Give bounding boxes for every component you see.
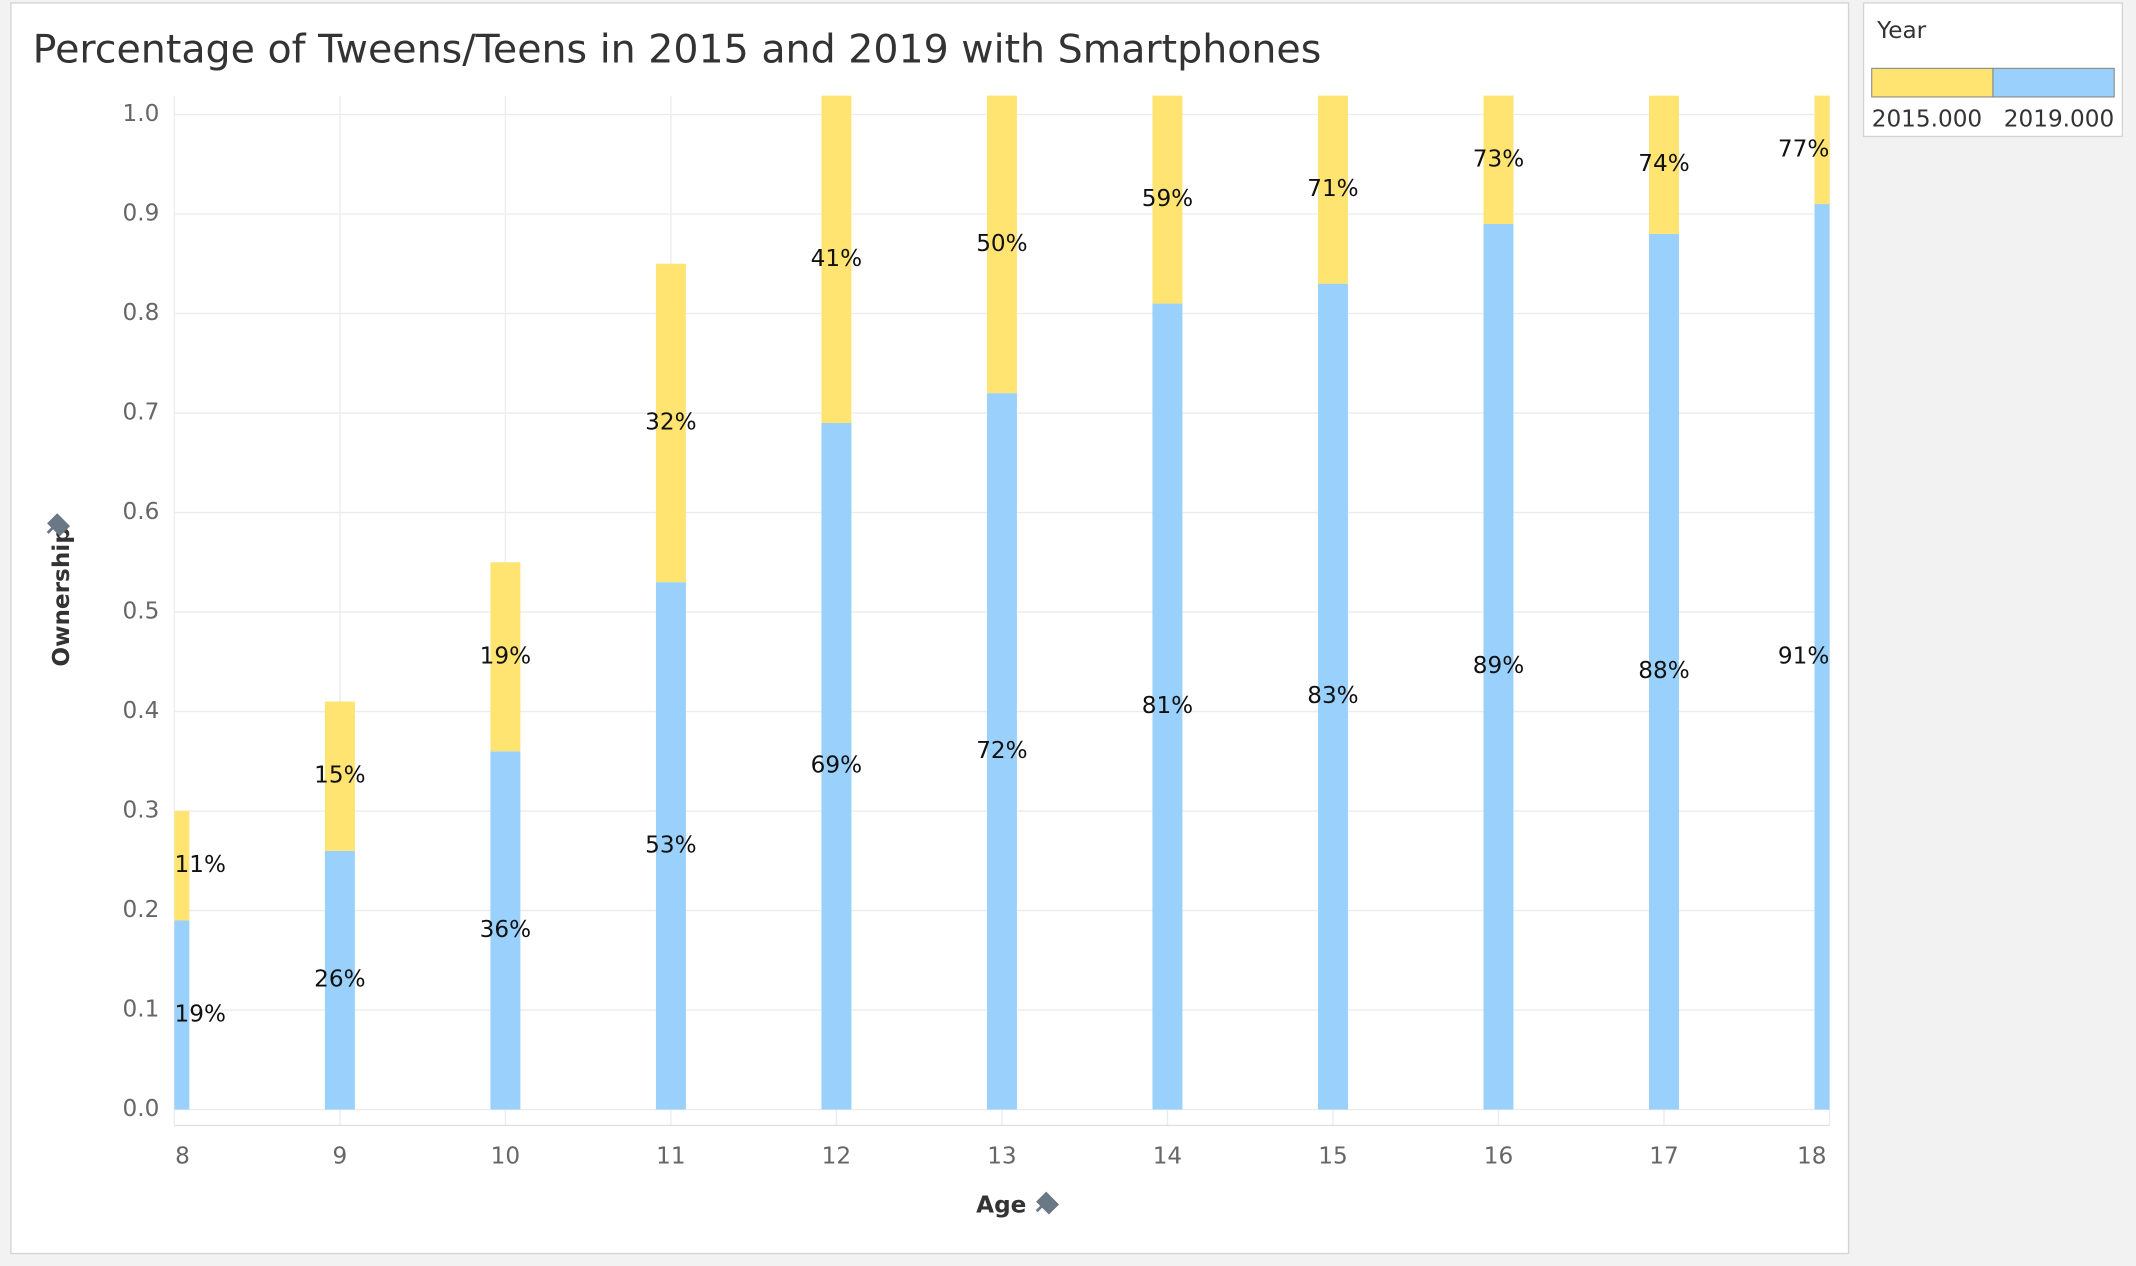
x-tick-label: 9	[333, 1143, 348, 1169]
x-tick-label: 15	[1318, 1143, 1347, 1169]
legend-title: Year	[1876, 18, 1926, 44]
legend-label: 2015.000	[1872, 107, 1982, 133]
bar-segment	[324, 701, 355, 851]
bar-segment	[174, 811, 190, 921]
value-label: 73%	[1473, 146, 1524, 172]
value-label: 72%	[976, 738, 1027, 764]
bar-segment	[490, 751, 521, 1110]
y-tick-label: 0.2	[123, 897, 160, 923]
x-tick-label: 18	[1797, 1143, 1826, 1169]
bar-segment	[1483, 95, 1514, 224]
bar-segment	[821, 422, 852, 1110]
bar-segment	[1317, 283, 1348, 1110]
chart-panel	[10, 2, 1850, 1255]
value-label: 36%	[480, 917, 531, 943]
y-tick-label: 0.6	[123, 499, 160, 525]
y-tick-label: 0.0	[123, 1096, 160, 1122]
value-label: 19%	[480, 643, 531, 669]
value-label: 41%	[811, 246, 862, 272]
legend-swatch	[1871, 67, 1994, 98]
value-label: 91%	[1778, 643, 1829, 669]
bars	[174, 95, 1830, 1110]
value-label: 11%	[175, 852, 226, 878]
x-tick-label: 11	[656, 1143, 685, 1169]
bar-segment	[821, 95, 852, 423]
bar-segment	[655, 263, 686, 583]
bar-segment	[1152, 95, 1183, 304]
legend-label: 2019.000	[2004, 107, 2114, 133]
x-tick-label: 13	[987, 1143, 1016, 1169]
x-tick-label: 8	[175, 1143, 190, 1169]
value-label: 74%	[1638, 151, 1689, 177]
value-label: 15%	[314, 763, 365, 789]
x-tick-label: 16	[1484, 1143, 1513, 1169]
bar-segment	[1648, 233, 1679, 1110]
value-label: 83%	[1307, 683, 1358, 709]
x-tick-label: 17	[1649, 1143, 1678, 1169]
value-label: 71%	[1307, 176, 1358, 202]
x-axis-title: Age	[976, 1192, 1026, 1218]
y-tick-label: 0.5	[123, 599, 160, 625]
bar-segment	[1483, 223, 1514, 1110]
legend-swatch	[1992, 67, 2115, 98]
x-tick-label: 14	[1153, 1143, 1182, 1169]
value-label: 69%	[811, 753, 862, 779]
value-label: 26%	[314, 967, 365, 993]
y-tick-label: 1.0	[123, 101, 160, 127]
bar-segment	[986, 393, 1017, 1110]
value-label: 89%	[1473, 653, 1524, 679]
value-label: 81%	[1142, 693, 1193, 719]
bar-segment	[490, 562, 521, 752]
y-tick-label: 0.1	[123, 997, 160, 1023]
value-label: 59%	[1142, 186, 1193, 212]
pin-icons	[46, 513, 1060, 1215]
bar-segment	[1648, 95, 1679, 234]
chart-title: Percentage of Tweens/Teens in 2015 and 2…	[33, 27, 1322, 73]
x-tick-label: 10	[491, 1143, 520, 1169]
value-label: 77%	[1778, 136, 1829, 162]
bar-segment	[324, 850, 355, 1110]
bar-segment	[1317, 95, 1348, 284]
y-tick-label: 0.4	[123, 698, 160, 724]
bar-segment	[655, 582, 686, 1110]
value-label: 19%	[175, 1002, 226, 1028]
bar-segment	[174, 920, 190, 1110]
bar-segment	[986, 95, 1017, 394]
y-tick-label: 0.8	[123, 300, 160, 326]
value-label: 50%	[976, 231, 1027, 257]
y-axis-title: Ownership	[49, 527, 75, 666]
x-tick-label: 12	[822, 1143, 851, 1169]
bar-segment	[1814, 95, 1830, 205]
y-tick-label: 0.3	[123, 798, 160, 824]
bar-segment	[1152, 303, 1183, 1110]
y-tick-label: 0.7	[123, 400, 160, 426]
value-label: 32%	[645, 409, 696, 435]
y-tick-label: 0.9	[123, 201, 160, 227]
bar-segment	[1814, 204, 1830, 1110]
labels: 19% 11% 26% 15% 36% 19% 53% 32% 69% 41% 72% 50% 81% 5…	[175, 136, 1830, 1027]
value-label: 53%	[645, 832, 696, 858]
value-label: 88%	[1638, 658, 1689, 684]
